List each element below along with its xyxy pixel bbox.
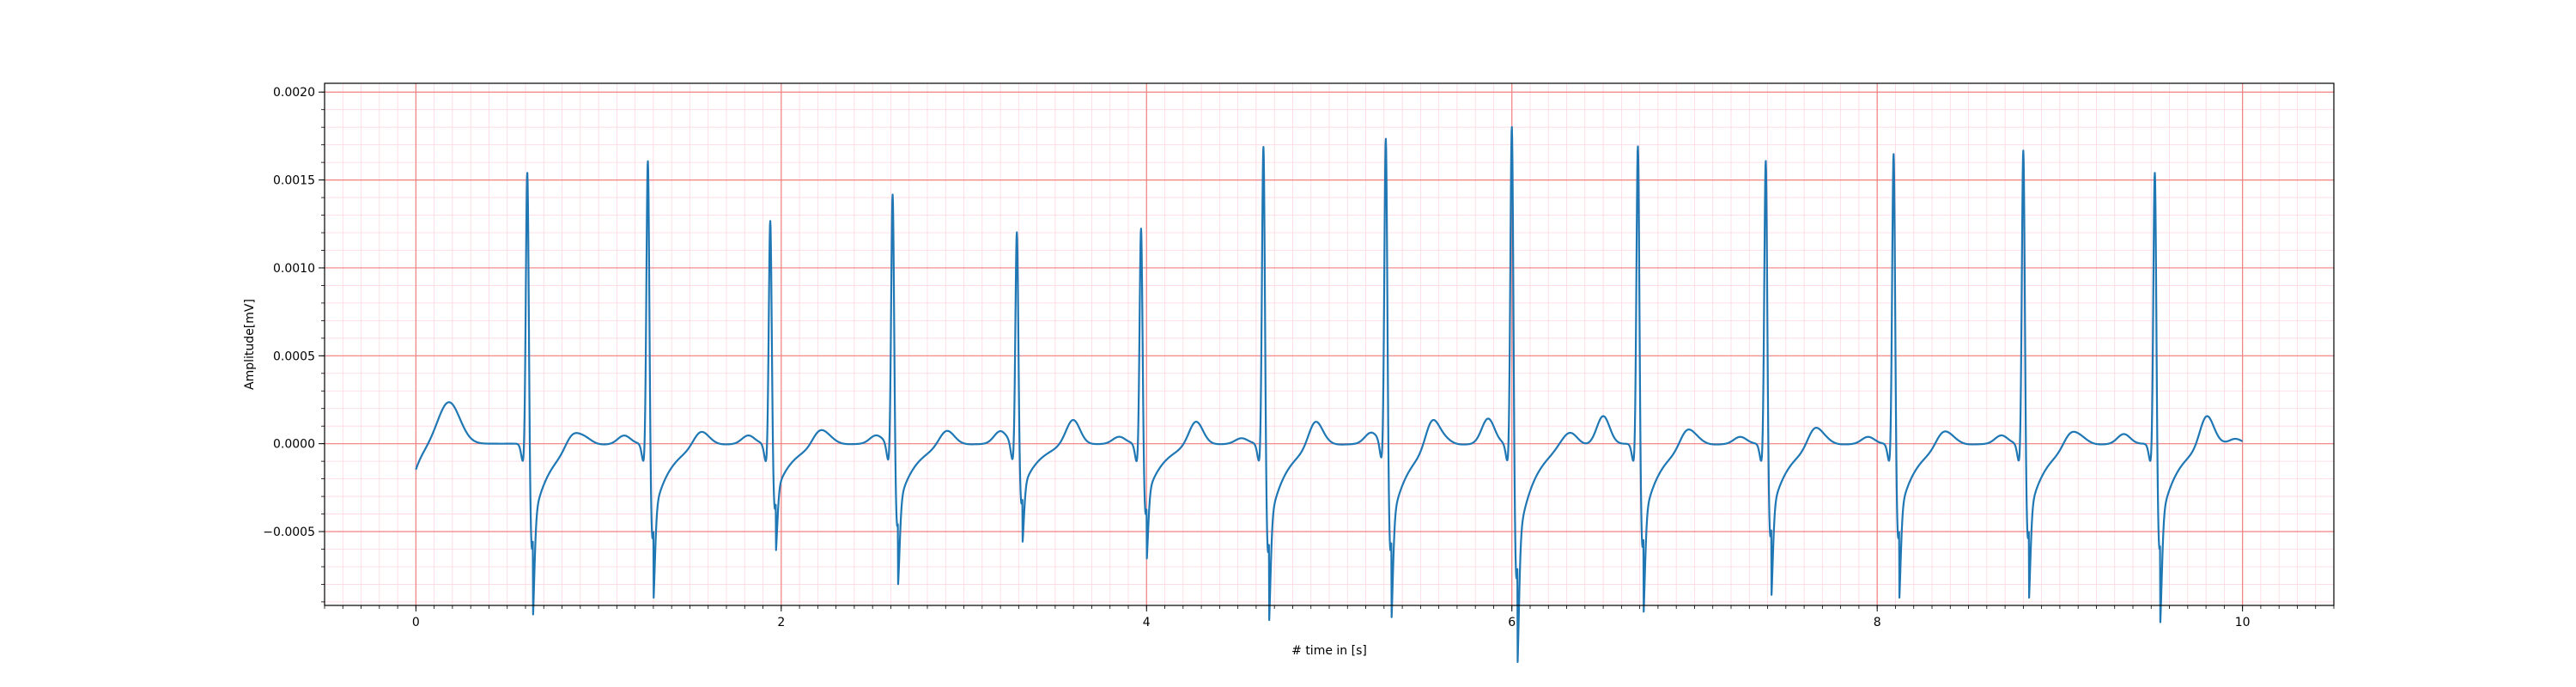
y-tick-label: −0.0005 [263,526,315,539]
y-tick-label: 0.0015 [273,174,315,188]
x-tick-label: 10 [2235,616,2251,629]
x-tick-label: 0 [412,616,420,629]
x-axis-label: # time in [s] [1291,644,1367,658]
y-tick-label: 0.0000 [273,438,315,452]
ecg-trace [415,125,2244,664]
y-axis: −0.0005 0.0000 0.0005 0.0010 0.0015 0.0020 [263,86,325,603]
major-grid [325,83,2334,605]
x-tick-label: 2 [777,616,785,629]
y-tick-label: 0.0005 [273,350,315,363]
x-axis: 0 2 4 6 8 10 [324,605,2335,629]
x-tick-label: 6 [1508,616,1516,629]
x-tick-label: 4 [1143,616,1151,629]
y-tick-label: 0.0020 [273,86,315,100]
x-tick-label: 8 [1874,616,1881,629]
y-axis-label: Amplitude[mV] [243,299,257,390]
trace-layer [415,125,2244,664]
y-tick-label: 0.0010 [273,262,315,276]
